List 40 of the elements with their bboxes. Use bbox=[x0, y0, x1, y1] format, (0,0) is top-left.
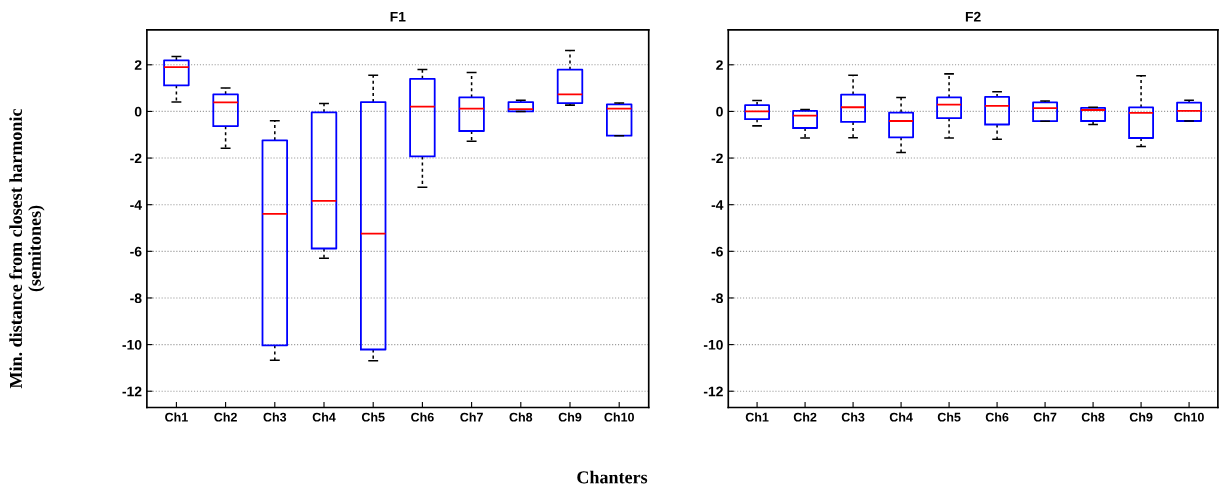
x-axis-title: Chanters bbox=[577, 470, 648, 484]
y-tick-label: -2 bbox=[711, 153, 723, 164]
x-tick-label: Ch9 bbox=[1129, 412, 1153, 422]
x-tick-label: Ch2 bbox=[214, 412, 237, 422]
x-tick-label: Ch8 bbox=[509, 412, 533, 422]
y-tick-label: 2 bbox=[716, 60, 723, 70]
x-tick-label: Ch4 bbox=[312, 412, 336, 422]
y-tick-label: 2 bbox=[134, 60, 142, 70]
y-tick-label: -2 bbox=[130, 153, 142, 164]
x-tick-label: Ch7 bbox=[460, 412, 483, 422]
y-tick-label: -10 bbox=[703, 339, 723, 350]
x-tick-label: Ch4 bbox=[889, 412, 913, 422]
x-tick-label: Ch2 bbox=[793, 412, 817, 422]
x-tick-label: Ch10 bbox=[604, 412, 634, 422]
x-tick-label: Ch1 bbox=[165, 412, 188, 422]
x-tick-label: Ch6 bbox=[985, 412, 1009, 422]
y-tick-label: -4 bbox=[130, 200, 142, 210]
x-tick-label: Ch9 bbox=[558, 412, 582, 422]
x-tick-label: Ch6 bbox=[411, 412, 434, 422]
chart-title: F2 bbox=[965, 11, 981, 22]
y-tick-label: 0 bbox=[134, 106, 142, 117]
y-tick-label: -6 bbox=[130, 246, 142, 257]
x-tick-label: Ch10 bbox=[1174, 412, 1204, 422]
y-tick-label: -4 bbox=[711, 200, 724, 210]
y-tick-label: -10 bbox=[122, 339, 142, 350]
y-tick-label: -12 bbox=[703, 386, 723, 397]
y-tick-label: 0 bbox=[716, 106, 723, 117]
x-tick-label: Ch8 bbox=[1081, 412, 1105, 422]
y-tick-label: -12 bbox=[122, 386, 142, 397]
y-axis-title: Min. distance from closest harmonic (semitones) bbox=[9, 108, 45, 389]
y-tick-label: -8 bbox=[711, 293, 723, 304]
x-tick-label: Ch3 bbox=[263, 412, 287, 422]
x-tick-label: Ch3 bbox=[841, 412, 865, 422]
y-tick-label: -6 bbox=[711, 246, 723, 257]
x-tick-label: Ch7 bbox=[1033, 412, 1057, 422]
x-tick-label: Ch5 bbox=[937, 412, 961, 422]
x-tick-label: Ch1 bbox=[745, 412, 769, 422]
y-tick-label: -8 bbox=[130, 293, 142, 304]
x-tick-label: Ch5 bbox=[361, 412, 385, 422]
chart-title: F1 bbox=[390, 11, 406, 22]
